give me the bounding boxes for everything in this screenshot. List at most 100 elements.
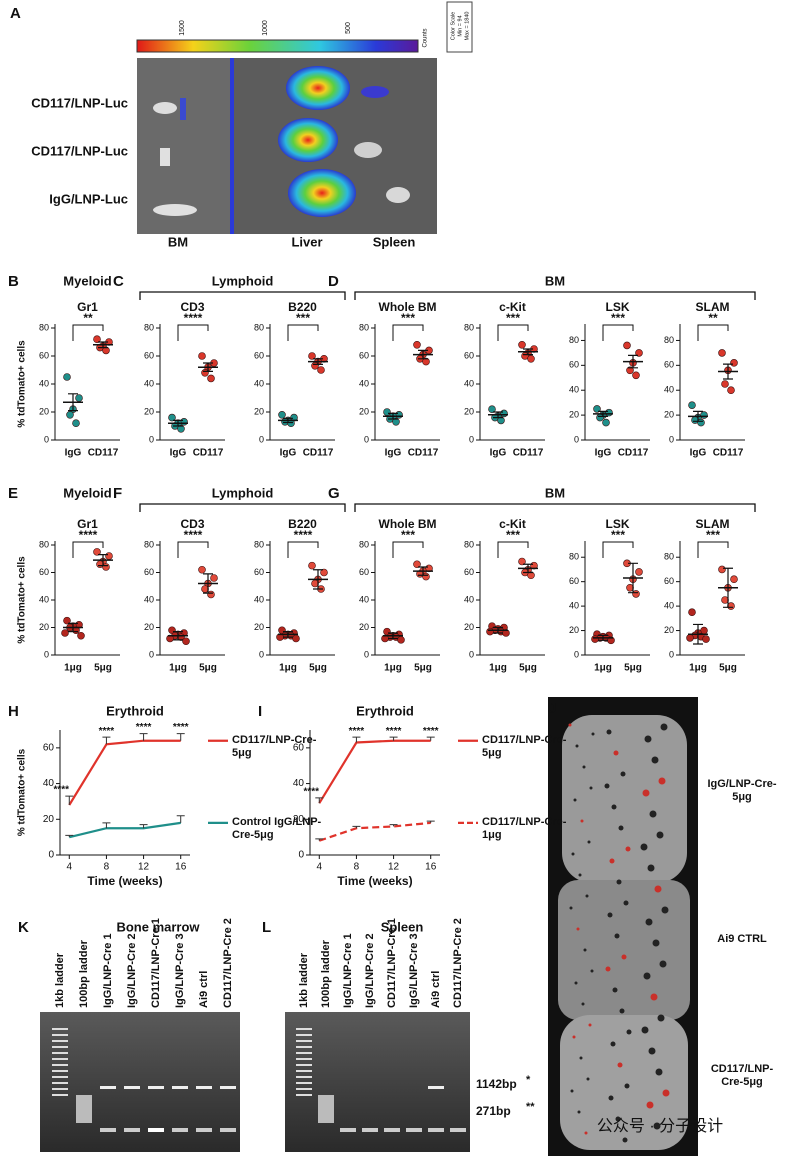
cell: [605, 966, 611, 972]
band: [52, 1088, 68, 1090]
series-line: [318, 821, 431, 842]
band: [52, 1076, 68, 1078]
significance-label: ***: [611, 528, 625, 542]
cell: [624, 1083, 630, 1089]
y-tick-label: 80: [359, 539, 369, 549]
data-point: [623, 341, 631, 350]
error-bar: [523, 348, 533, 356]
liver-signal: [288, 169, 356, 217]
y-tick-label: 40: [144, 378, 154, 388]
x-tick-label: 5μg: [94, 663, 112, 674]
error-bar: [389, 736, 398, 741]
y-tick-label: 40: [254, 378, 264, 388]
x-tick-label: 1μg: [489, 663, 507, 674]
band: [296, 1082, 312, 1084]
significance-label: ****: [184, 528, 203, 542]
significance-bracket: [287, 324, 319, 341]
lane-label: 1kb ladder: [54, 952, 66, 1008]
cell: [568, 723, 572, 727]
y-tick-label: 60: [39, 567, 49, 577]
y-tick-label: 0: [574, 434, 579, 444]
cell: [621, 954, 627, 960]
y-tick-label: 0: [48, 850, 54, 861]
y-tick-label: 60: [569, 576, 579, 586]
band: [296, 1088, 312, 1090]
band: [52, 1028, 68, 1030]
data-point: [730, 359, 738, 367]
chart-title: CD3: [180, 517, 204, 531]
x-tick-label: CD117: [513, 448, 544, 459]
error-bar: [102, 736, 111, 745]
y-tick-label: 40: [569, 385, 579, 395]
cell: [641, 1026, 649, 1034]
cell: [652, 939, 660, 947]
cell: [571, 852, 575, 856]
cell: [590, 969, 594, 973]
band: [52, 1034, 68, 1036]
lane-label: CD117/LNP-Cre 1: [150, 918, 162, 1008]
data-point: [527, 354, 535, 363]
error-bar: [283, 631, 293, 638]
liver-signal: [278, 118, 338, 162]
cell: [585, 894, 589, 898]
y-tick-label: 0: [669, 434, 674, 444]
error-bar: [723, 363, 733, 380]
cell: [620, 771, 626, 777]
band: [428, 1086, 444, 1089]
data-point: [593, 405, 601, 413]
significance-label: ***: [401, 528, 415, 542]
gel-title: Spleen: [381, 919, 424, 934]
error-bar: [102, 822, 111, 829]
data-point: [702, 635, 710, 643]
chart-title: LSK: [606, 517, 630, 531]
y-tick-label: 80: [254, 539, 264, 549]
data-point: [75, 394, 83, 402]
data-point: [626, 366, 634, 375]
data-point: [392, 417, 400, 426]
well: [560, 1015, 688, 1150]
cell: [583, 948, 587, 952]
x-tick-label: 4: [67, 862, 73, 873]
data-point: [686, 634, 694, 642]
y-tick-label: 60: [569, 360, 579, 370]
cell: [607, 912, 613, 918]
lane-label: 100bp ladder: [78, 939, 90, 1008]
significance-label: ***: [401, 311, 415, 325]
significance-bracket: [72, 324, 104, 341]
x-tick-label: 16: [175, 862, 187, 873]
error-bar: [493, 411, 503, 419]
data-point: [102, 346, 110, 355]
error-bar: [65, 834, 74, 838]
x-tick-label: 5μg: [624, 663, 642, 674]
color-scale-box: [446, 1, 473, 53]
error-bar: [418, 566, 428, 576]
chart-title: B220: [288, 300, 317, 314]
lane-label: IgG/LNP-Cre 1: [102, 933, 114, 1008]
significance-label: ****: [423, 726, 439, 737]
band: [296, 1064, 312, 1066]
x-tick-label: 1μg: [64, 663, 82, 674]
spleen: [354, 142, 382, 158]
panel-label: D: [328, 273, 339, 290]
cell: [645, 918, 653, 926]
cell: [574, 981, 578, 985]
liver-signal: [286, 66, 350, 110]
cell: [604, 783, 610, 789]
band: [52, 1082, 68, 1084]
error-bar: [628, 562, 638, 594]
cell: [642, 789, 650, 797]
data-point: [635, 349, 643, 357]
x-tick-label: IgG: [595, 448, 612, 459]
band: [296, 1046, 312, 1048]
cell: [569, 906, 573, 910]
error-bar: [388, 632, 398, 640]
significance-label: ****: [303, 786, 319, 797]
data-point: [488, 405, 496, 414]
y-tick-label: 0: [259, 434, 264, 444]
error-bar: [388, 412, 398, 420]
x-tick-label: IgG: [385, 448, 402, 459]
band: [148, 1086, 164, 1089]
cell: [618, 825, 624, 831]
column-label: BM: [168, 234, 188, 249]
